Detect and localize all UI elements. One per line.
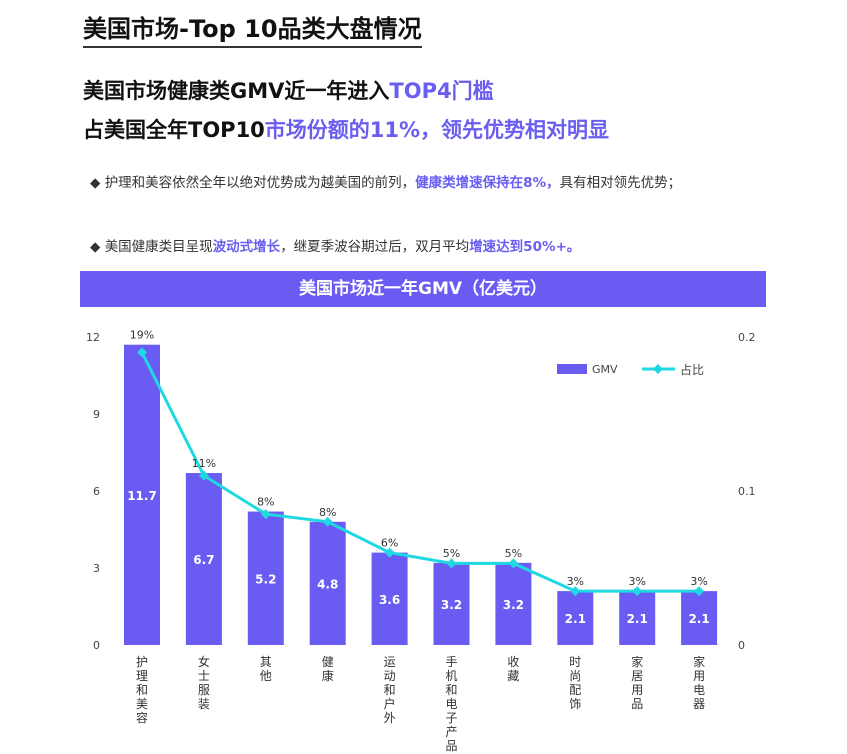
bullet-1: ◆ 护理和美容依然全年以绝对优势成为越美国的前列，健康类增速保持在8%，具有相对… [90, 168, 780, 198]
bar-data-label: 3.2 [503, 598, 524, 612]
bullet-text: ，继夏季波谷期过后，双月平均 [280, 239, 470, 255]
bar [495, 562, 532, 645]
share-point [570, 586, 581, 597]
share-data-label: 5% [505, 547, 522, 560]
bullet-text: 护理和美容依然全年以绝对优势成为越美国的前列， [104, 175, 416, 191]
diamond-bullet-icon: ◆ [90, 175, 101, 191]
bullet-highlight: 增速达到50%+。 [469, 239, 581, 255]
share-data-label: 3% [567, 575, 584, 588]
share-data-label: 3% [690, 575, 707, 588]
bar-data-label: 11.7 [127, 489, 157, 503]
bar-data-label: 3.2 [441, 598, 462, 612]
category-label: 健康 [322, 655, 334, 683]
legend-gmv-swatch [557, 364, 587, 374]
diamond-bullet-icon: ◆ [90, 239, 101, 255]
bar [433, 562, 470, 645]
category-label: 时尚配饰 [569, 655, 581, 711]
share-point [198, 470, 209, 481]
share-point [508, 558, 519, 569]
bar [309, 521, 346, 645]
right-axis-tick: 0.2 [738, 331, 756, 344]
headline-text: 占美国全年TOP10 [83, 118, 265, 142]
bullet-highlight: 波动式增长 [212, 239, 281, 255]
share-data-label: 8% [257, 496, 274, 509]
left-axis-tick: 3 [93, 562, 100, 575]
left-axis-tick: 12 [86, 331, 100, 344]
share-point [446, 558, 457, 569]
category-label: 收藏 [507, 655, 519, 683]
headline-highlight: 市场份额的11%，领先优势相对明显 [264, 118, 610, 142]
bar [557, 591, 594, 645]
share-data-label: 19% [130, 329, 154, 342]
bar-data-label: 6.7 [193, 553, 214, 567]
share-point [632, 586, 643, 597]
right-axis-tick: 0.1 [738, 485, 756, 498]
bar-data-label: 3.6 [379, 593, 400, 607]
left-axis-tick: 0 [93, 639, 100, 652]
legend-share-marker [653, 364, 663, 374]
bar [124, 344, 160, 645]
headline-highlight: TOP4门槛 [389, 79, 494, 103]
bar [681, 591, 718, 645]
bar-data-label: 4.8 [317, 577, 338, 591]
bar [247, 511, 284, 645]
left-axis-tick: 6 [93, 485, 100, 498]
bar-data-label: 2.1 [627, 612, 648, 626]
bar-data-label: 2.1 [688, 612, 709, 626]
bar-data-label: 5.2 [255, 572, 276, 586]
page-title: 美国市场-Top 10品类大盘情况 [83, 14, 422, 48]
share-data-label: 11% [192, 457, 216, 470]
headline-text: 美国市场健康类GMV近一年进入 [83, 79, 390, 103]
chart-title: 美国市场近一年GMV（亿美元） [80, 271, 766, 307]
bullet-2: ◆ 美国健康类目呈现波动式增长，继夏季波谷期过后，双月平均增速达到50%+。 [90, 232, 780, 262]
headline-line-1: 美国市场健康类GMV近一年进入TOP4门槛 [83, 76, 494, 106]
bullet-text: 具有相对领先优势； [559, 175, 682, 191]
bar [619, 591, 656, 645]
legend-gmv-label: GMV [592, 363, 618, 376]
category-label: 家居用品 [631, 654, 643, 711]
share-point [137, 347, 147, 358]
share-data-label: 5% [443, 547, 460, 560]
category-label: 护理和美容 [136, 655, 148, 725]
headline-line-2: 占美国全年TOP10市场份额的11%，领先优势相对明显 [83, 115, 609, 145]
right-axis-tick: 0 [738, 639, 745, 652]
share-data-label: 6% [381, 537, 398, 550]
bar-data-label: 2.1 [565, 612, 586, 626]
share-point [260, 509, 271, 520]
bullet-highlight: 健康类增速保持在8%， [415, 175, 560, 191]
category-label: 家用电器 [693, 654, 705, 711]
share-point [322, 516, 333, 527]
bar [185, 473, 222, 645]
bar [371, 552, 408, 645]
share-line [140, 351, 700, 593]
category-label: 手机和电子产品 [445, 655, 457, 753]
share-point [384, 547, 395, 558]
left-axis-tick: 9 [93, 408, 100, 421]
category-label: 女士服装 [198, 654, 210, 711]
bullet-text: 美国健康类目呈现 [104, 239, 213, 255]
share-data-label: 3% [628, 575, 645, 588]
share-point [694, 586, 705, 597]
legend-share-label: 占比 [680, 362, 704, 377]
share-data-label: 8% [319, 506, 336, 519]
category-label: 运动和户外 [384, 655, 396, 725]
category-label: 其他 [260, 655, 272, 683]
